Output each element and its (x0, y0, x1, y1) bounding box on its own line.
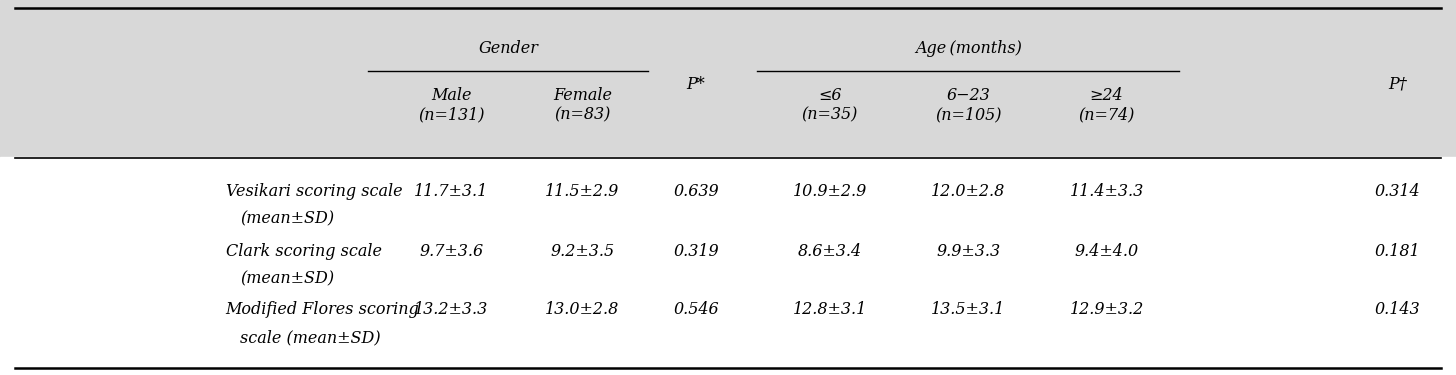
Text: 0.181: 0.181 (1374, 243, 1421, 260)
Text: 13.0±2.8: 13.0±2.8 (546, 301, 619, 318)
Text: Male
(n=131): Male (n=131) (418, 87, 485, 123)
Text: Modified Flores scoring: Modified Flores scoring (226, 301, 419, 318)
Bar (0, 0, 1456, 158)
Text: Age (months): Age (months) (914, 40, 1022, 57)
Text: 13.2±3.3: 13.2±3.3 (415, 301, 488, 318)
Text: 0.639: 0.639 (673, 183, 719, 200)
Text: (mean±SD): (mean±SD) (240, 211, 335, 228)
Text: 0.546: 0.546 (673, 301, 719, 318)
Text: 9.2±3.5: 9.2±3.5 (550, 243, 614, 260)
Text: 11.7±3.1: 11.7±3.1 (415, 183, 488, 200)
Text: Clark scoring scale: Clark scoring scale (226, 243, 381, 260)
Text: 12.9±3.2: 12.9±3.2 (1070, 301, 1143, 318)
Text: 0.143: 0.143 (1374, 301, 1421, 318)
Text: 12.8±3.1: 12.8±3.1 (794, 301, 866, 318)
Text: Vesikari scoring scale: Vesikari scoring scale (226, 183, 402, 200)
Text: ≥24
(n=74): ≥24 (n=74) (1079, 87, 1134, 123)
Text: ≤6
(n=35): ≤6 (n=35) (802, 87, 858, 123)
Text: P*: P* (687, 76, 705, 93)
Text: 8.6±3.4: 8.6±3.4 (798, 243, 862, 260)
Text: (mean±SD): (mean±SD) (240, 271, 335, 288)
Text: P†: P† (1389, 76, 1406, 93)
Text: 9.9±3.3: 9.9±3.3 (936, 243, 1000, 260)
Text: 11.5±2.9: 11.5±2.9 (546, 183, 619, 200)
Text: 12.0±2.8: 12.0±2.8 (932, 183, 1005, 200)
Text: 9.7±3.6: 9.7±3.6 (419, 243, 483, 260)
Text: 11.4±3.3: 11.4±3.3 (1070, 183, 1143, 200)
Text: Gender: Gender (478, 40, 539, 57)
Text: 13.5±3.1: 13.5±3.1 (932, 301, 1005, 318)
Bar (0, 158, 1456, 368)
Text: 0.319: 0.319 (673, 243, 719, 260)
Text: Female
(n=83): Female (n=83) (553, 87, 612, 123)
Text: 0.314: 0.314 (1374, 183, 1421, 200)
Text: 10.9±2.9: 10.9±2.9 (794, 183, 866, 200)
Text: scale (mean±SD): scale (mean±SD) (240, 329, 381, 346)
Text: 9.4±4.0: 9.4±4.0 (1075, 243, 1139, 260)
Text: 6−23
(n=105): 6−23 (n=105) (935, 87, 1002, 123)
